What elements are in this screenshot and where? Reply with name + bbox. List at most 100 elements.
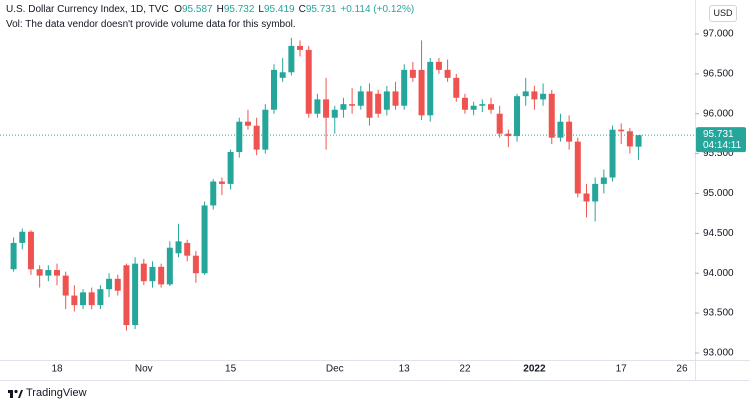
candle-body <box>192 255 199 274</box>
x-tick-label: 26 <box>676 364 688 375</box>
change: +0.114 (+0.12%) <box>340 4 415 15</box>
x-tick-label: 13 <box>399 364 411 375</box>
candle-body <box>635 135 642 147</box>
candle-body <box>461 97 468 110</box>
candle-body <box>557 121 564 138</box>
candle-body <box>479 104 486 106</box>
candle-body <box>97 289 104 306</box>
candle-body <box>488 104 494 110</box>
candle-body <box>149 266 156 282</box>
candle-body <box>279 72 286 78</box>
candle-body <box>305 49 312 114</box>
candle-body <box>218 181 225 184</box>
candle-body <box>496 113 503 134</box>
candle-body <box>314 99 321 114</box>
candle-body <box>88 292 95 306</box>
last-price-tag <box>696 127 746 153</box>
candle-body <box>349 104 356 106</box>
candle-body <box>418 69 425 116</box>
candle-body <box>71 295 78 306</box>
y-tick-label: 93.500 <box>703 308 734 319</box>
candle-body <box>236 121 243 153</box>
candle-body <box>123 265 130 326</box>
candle-body <box>548 93 555 138</box>
candle-body <box>175 241 182 254</box>
candle-body <box>201 205 208 274</box>
x-tick-label: 22 <box>459 364 471 375</box>
candle-body <box>271 69 277 110</box>
candle-body <box>80 292 87 306</box>
candle-body <box>531 91 538 100</box>
y-tick-label: 94.500 <box>703 228 734 239</box>
legend-header: U.S. Dollar Currency Index, 1D, TVC O95.… <box>6 4 418 15</box>
candle-body <box>435 61 442 70</box>
candle-body <box>522 91 529 97</box>
y-tick-label: 95.000 <box>703 188 734 199</box>
candle-body <box>45 270 52 276</box>
candle-body <box>470 105 477 110</box>
candle-body <box>340 104 347 110</box>
x-tick-label: 17 <box>616 364 628 375</box>
candle-body <box>323 99 330 118</box>
candle-body <box>357 91 364 106</box>
candle-body <box>62 275 69 296</box>
branding: TradingView <box>26 387 87 399</box>
x-tick-label: Nov <box>135 364 153 375</box>
candle-body <box>10 242 17 270</box>
candle-body <box>262 109 269 150</box>
candle-body <box>618 129 625 132</box>
candle-body <box>19 231 26 243</box>
y-tick-label: 96.000 <box>703 108 734 119</box>
candle-body <box>114 278 121 291</box>
volume-note: Vol: The data vendor doesn't provide vol… <box>6 19 296 30</box>
candle-body <box>227 152 234 184</box>
ohlc-value: 95.587 <box>182 4 213 15</box>
candle-body <box>27 231 34 270</box>
candle-body <box>288 45 295 73</box>
candle-body <box>210 181 217 206</box>
y-tick-label: 94.000 <box>703 268 734 279</box>
candle-body <box>505 133 512 137</box>
candle-body <box>331 109 338 118</box>
candle-body <box>253 125 260 150</box>
y-tick-label: 95.500 <box>703 148 734 159</box>
candle-body <box>383 91 390 110</box>
candle-body <box>106 278 113 290</box>
candle-body <box>36 269 43 276</box>
candle-body <box>409 69 416 78</box>
candle-body <box>184 242 191 256</box>
candle-body <box>297 45 304 50</box>
candle-body <box>574 141 581 194</box>
candle-body <box>54 270 60 276</box>
candle-body <box>566 121 573 142</box>
last-price-label: 95.731 <box>703 129 734 140</box>
ohlc-value: 95.731 <box>305 4 337 15</box>
candle-body <box>514 96 521 137</box>
candle-body <box>140 263 147 282</box>
candle-body <box>600 177 607 184</box>
candle-body <box>592 183 599 202</box>
candle-body <box>244 121 251 126</box>
currency-button[interactable]: USD <box>709 5 737 22</box>
x-tick-label: 15 <box>225 364 237 375</box>
candle-body <box>583 193 590 202</box>
candle-body <box>366 91 373 118</box>
candle-body <box>132 263 139 326</box>
candle-body <box>166 247 173 285</box>
x-tick-label: 18 <box>51 364 63 375</box>
y-tick-label: 93.000 <box>703 348 734 359</box>
candle-body <box>375 93 382 114</box>
candle-body <box>540 93 547 100</box>
candle-body <box>626 131 633 147</box>
candle-body <box>453 77 460 98</box>
ohlc-label: L <box>258 4 264 15</box>
candle-body <box>427 61 434 116</box>
ohlc-label: H <box>216 4 224 15</box>
ohlc-label: O <box>174 4 182 15</box>
ohlc-label: C <box>298 4 306 15</box>
candle-body <box>401 69 408 106</box>
ohlc-value: 95.732 <box>223 4 255 15</box>
tv-logo <box>8 389 23 398</box>
